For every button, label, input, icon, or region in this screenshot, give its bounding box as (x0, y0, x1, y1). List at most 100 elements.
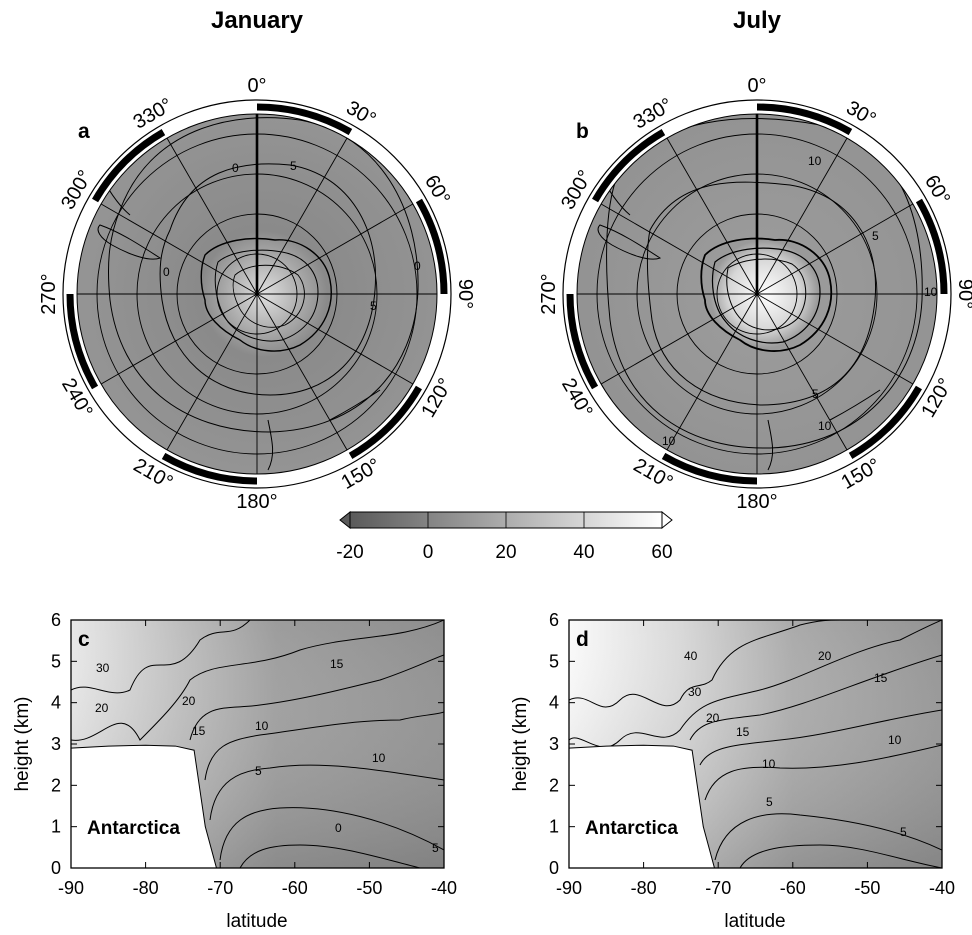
colorbar-arrow-high (661, 510, 673, 530)
longitude-label: 0° (247, 75, 266, 97)
panel-letter-d: d (576, 628, 589, 651)
contour-label: 30 (688, 685, 702, 699)
frame-segment (66, 198, 99, 295)
frame-segment (256, 103, 353, 136)
contour-label: 0 (163, 265, 170, 279)
longitude-label: 180° (736, 491, 777, 513)
y-tick-label: 3 (549, 734, 559, 754)
meridian-line (100, 203, 258, 295)
contour-label: 10 (888, 733, 902, 747)
frame-segment (415, 198, 448, 295)
contour-label: 5 (370, 299, 377, 313)
contour-label: 5 (290, 159, 297, 173)
y-tick-label: 3 (51, 734, 61, 754)
contour-label: 20 (182, 694, 196, 708)
contour-label: 30 (96, 661, 110, 675)
colorbar-tick-label: 40 (573, 542, 594, 563)
contour-label: 10 (924, 285, 938, 299)
frame-segment (66, 293, 99, 390)
y-tick-label: 0 (549, 858, 559, 878)
contour-label: 0 (414, 259, 421, 273)
y-tick-label: 6 (51, 610, 61, 630)
meridian-line (756, 203, 914, 295)
y-axis-label: height (km) (510, 696, 531, 791)
panel-letter-b: b (576, 120, 589, 143)
meridian-line (256, 203, 414, 295)
colorbar: -20 0 20 40 60 (336, 510, 673, 563)
contour-label: 20 (706, 711, 720, 725)
map-graticule (577, 114, 937, 474)
x-tick-label: -70 (705, 878, 731, 898)
frame-segment (756, 452, 853, 485)
x-tick-label: -80 (631, 878, 657, 898)
terrain-antarctica (70, 744, 218, 869)
contour-label: 5 (812, 387, 819, 401)
section-panel-c: 30 20 20 15 15 10 10 5 0 5 Antarctica c … (12, 610, 457, 932)
map-contours (606, 118, 923, 449)
longitude-label: 90° (454, 279, 476, 309)
frame-segment (256, 452, 353, 485)
frame-segment (566, 293, 599, 390)
frame-segment (161, 103, 258, 136)
frame-segment (661, 452, 758, 485)
y-tick-label: 6 (549, 610, 559, 630)
meridian-line (256, 293, 348, 451)
y-axis-label: height (km) (12, 696, 33, 791)
contour-label: 5 (872, 229, 879, 243)
x-tick-label: -40 (929, 878, 955, 898)
contour-label: 15 (330, 657, 344, 671)
section-contours (569, 620, 942, 868)
x-tick-label: -80 (133, 878, 159, 898)
map-coastlines (97, 114, 381, 471)
meridian-line (166, 137, 258, 295)
colorbar-ticks: -20 0 20 40 60 (336, 512, 673, 563)
x-tick-label: -60 (780, 878, 806, 898)
colorbar-tick-label: -20 (336, 542, 363, 563)
longitude-label: 180° (236, 491, 277, 513)
colorbar-tick-label: 60 (651, 542, 672, 563)
x-tick-label: -70 (207, 878, 233, 898)
contour-label: 10 (818, 419, 832, 433)
contour-label: 10 (372, 751, 386, 765)
map-frame-ticks (66, 103, 448, 485)
contour-label: 5 (766, 795, 773, 809)
y-tick-label: 2 (51, 775, 61, 795)
meridian-line (600, 203, 758, 295)
contour-label: 20 (95, 701, 109, 715)
polar-map-july: 10 5 10 5 10 10 0°30°60°90°120°150°180°2… (538, 75, 972, 513)
frame-segment (161, 452, 258, 485)
colorbar-tick-label: 0 (423, 542, 434, 563)
contour-label: 0 (335, 821, 342, 835)
frame-segment (592, 129, 666, 203)
contour-label: 20 (818, 649, 832, 663)
section-contour-labels: 30 20 20 15 15 10 10 5 0 5 (95, 657, 439, 855)
frame-segment (566, 198, 599, 295)
colorbar-tick-label: 20 (495, 542, 516, 563)
y-tick-label: 5 (549, 651, 559, 671)
panel-letter-c: c (78, 628, 90, 651)
x-tick-label: -90 (556, 878, 582, 898)
contour-label: 10 (255, 719, 269, 733)
meridian-line (600, 293, 758, 385)
section-axes: -90 -80 -70 -60 -50 -40 0 1 2 3 4 5 6 (51, 610, 457, 898)
frame-segment (661, 103, 758, 136)
contour-label: 5 (255, 764, 262, 778)
y-tick-label: 4 (549, 693, 559, 713)
title-january: January (211, 7, 304, 34)
region-label-antarctica: Antarctica (585, 818, 678, 839)
longitude-label: 270° (38, 273, 60, 314)
contour-label: 5 (900, 825, 907, 839)
map-contour-labels: 0 5 0 5 0 (163, 159, 421, 313)
x-tick-label: -40 (431, 878, 457, 898)
polar-map-january: 0 5 0 5 0 0°30°60°90°120°150°180°210°240… (38, 75, 476, 513)
meridian-line (100, 293, 258, 385)
y-tick-label: 5 (51, 651, 61, 671)
x-tick-label: -60 (282, 878, 308, 898)
y-tick-label: 1 (51, 817, 61, 837)
frame-segment (915, 198, 948, 295)
terrain-antarctica (568, 744, 716, 869)
section-contour-labels: 40 30 20 15 10 5 20 15 10 5 (684, 649, 907, 839)
frame-segment (915, 293, 948, 390)
frame-segment (415, 293, 448, 390)
